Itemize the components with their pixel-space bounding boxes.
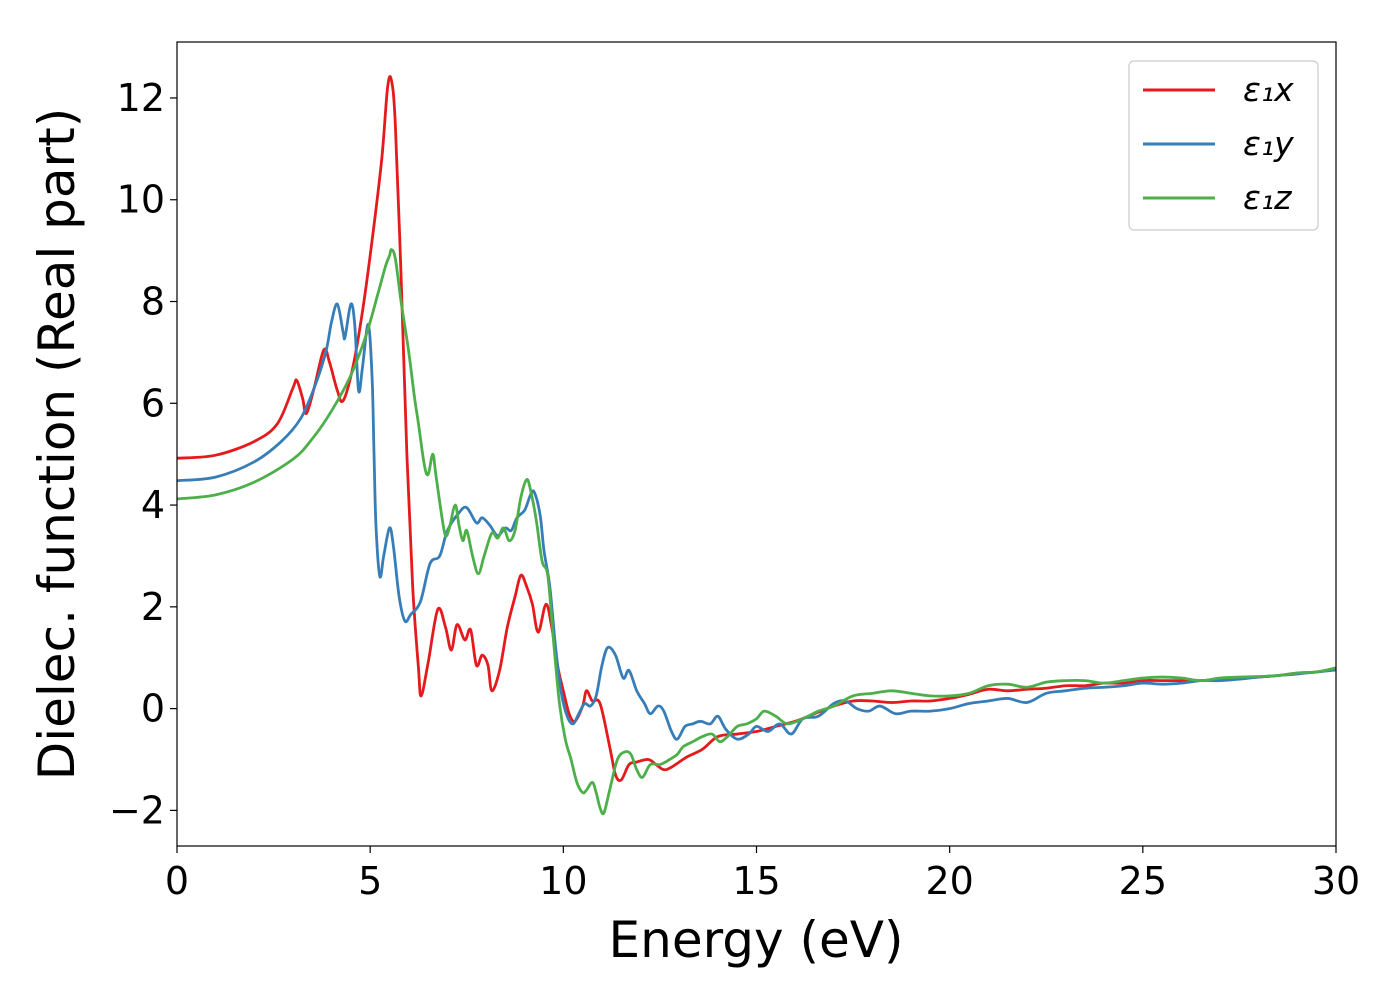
x-tick-label: 15 <box>732 859 780 903</box>
x-axis-title: Energy (eV) <box>609 911 904 969</box>
legend-label-2: ε₁z <box>1243 178 1292 217</box>
x-tick-label: 30 <box>1312 859 1360 903</box>
series-layer <box>176 75 1337 816</box>
y-tick-label: 10 <box>117 178 165 222</box>
x-tick-label: 25 <box>1119 859 1167 903</box>
x-tick-label: 10 <box>539 859 587 903</box>
x-tick-label: 0 <box>165 859 189 903</box>
legend-label-0: ε₁x <box>1243 70 1294 109</box>
x-tick-label: 20 <box>925 859 973 903</box>
y-tick-label: 6 <box>141 381 165 425</box>
y-tick-label: 8 <box>141 280 165 324</box>
legend-box <box>1128 60 1319 231</box>
x-axis: 0 5 10 15 20 25 30 <box>165 846 1360 903</box>
series-line-0 <box>176 75 1337 782</box>
y-tick-label: 4 <box>141 483 165 527</box>
series-line-1 <box>176 302 1337 741</box>
series-line-2 <box>176 248 1337 816</box>
y-axis-title: Dielec. function (Real part) <box>28 108 86 780</box>
y-tick-label: −2 <box>109 788 165 832</box>
y-tick-label: 12 <box>117 76 165 120</box>
legend-label-1: ε₁y <box>1243 124 1294 163</box>
legend: ε₁x ε₁y ε₁z <box>1128 60 1319 231</box>
y-tick-label: 0 <box>141 687 165 731</box>
y-tick-label: 2 <box>141 585 165 629</box>
y-axis: −2 0 2 4 6 8 10 12 <box>109 76 177 832</box>
x-tick-label: 5 <box>358 859 382 903</box>
